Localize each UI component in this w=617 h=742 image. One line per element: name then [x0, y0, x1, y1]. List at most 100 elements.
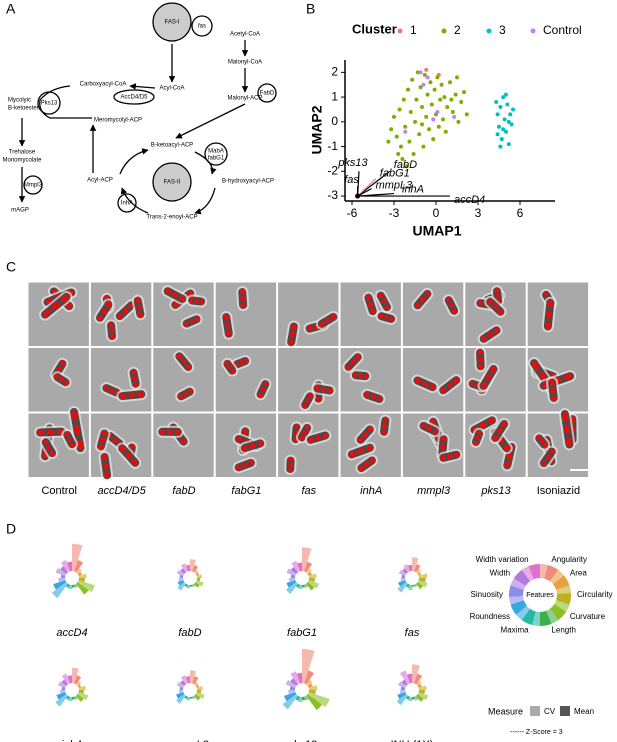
- point: [439, 82, 444, 87]
- bacterium: [533, 432, 551, 451]
- cv-petal: [412, 664, 420, 684]
- fluorescence: [241, 445, 248, 452]
- fluorescence: [549, 379, 556, 386]
- bacterium: [546, 376, 560, 404]
- bacterium: [34, 425, 68, 439]
- legend-marker: [530, 28, 536, 34]
- cv-petal: [76, 680, 82, 686]
- cv-petal: [186, 696, 190, 701]
- bacterium: [116, 388, 148, 403]
- node-label: FAS-II: [164, 180, 181, 186]
- bacterium: [156, 425, 184, 438]
- x-tick-label: 0: [433, 206, 440, 220]
- fluorescence: [188, 297, 194, 304]
- node-label: Carboxyacyl-CoA: [80, 82, 127, 88]
- point: [431, 117, 436, 122]
- cv-petal: [72, 667, 79, 684]
- point: [406, 87, 410, 92]
- bacterium: [469, 427, 486, 448]
- pathway-diagram: [18, 2, 277, 215]
- column-label: Control: [41, 485, 76, 497]
- point: [508, 112, 513, 117]
- point: [501, 95, 506, 100]
- fluorescence: [129, 444, 136, 449]
- cv-petal: [398, 681, 407, 688]
- fluorescence: [125, 452, 132, 459]
- fluorescence: [564, 424, 571, 435]
- node-label: FAS-I: [164, 20, 179, 26]
- y-axis-label: UMAP2: [309, 105, 325, 154]
- point: [462, 90, 466, 95]
- mean-petal: [67, 675, 72, 684]
- fluorescence: [183, 320, 189, 327]
- point: [506, 119, 511, 124]
- fluorescence: [446, 382, 453, 389]
- y-tick-label: 2: [331, 65, 338, 79]
- micrograph: [89, 347, 153, 413]
- fluorescence: [358, 372, 363, 379]
- fluorescence: [477, 363, 484, 370]
- cv-petal: [78, 573, 87, 578]
- node-label: Monomycolate: [2, 158, 42, 164]
- feature-label: Maxima: [501, 625, 530, 634]
- node: [191, 15, 213, 37]
- fluorescence: [235, 436, 243, 443]
- bacterium: [345, 441, 376, 461]
- cv-petal: [302, 649, 315, 684]
- fluorescence: [380, 298, 387, 305]
- mean-petal: [400, 686, 406, 690]
- fluorescence: [432, 428, 438, 435]
- point: [408, 109, 413, 114]
- feature-label: Curvature: [570, 612, 606, 621]
- bacterium: [355, 454, 378, 475]
- mean-petal: [407, 565, 412, 572]
- fluorescence: [544, 454, 551, 461]
- cv-petal: [396, 694, 408, 706]
- mean-petal: [307, 683, 313, 688]
- cv-petal: [74, 695, 79, 700]
- fluorescence: [480, 382, 487, 389]
- fluorescence: [378, 313, 383, 319]
- wheel-segment: [540, 610, 552, 626]
- bacterium: [541, 296, 557, 333]
- fluorescence: [364, 391, 370, 398]
- fluorescence: [224, 322, 231, 329]
- cv-petal: [176, 569, 185, 576]
- x-axis-label: UMAP1: [412, 223, 461, 239]
- node: [257, 83, 277, 103]
- fluorescence: [240, 302, 247, 309]
- mean-petal: [418, 690, 425, 695]
- node-label: Malonyl-CoA: [228, 60, 262, 66]
- point: [442, 95, 447, 100]
- loading-label: fabD: [394, 159, 417, 171]
- point: [456, 119, 461, 124]
- fluorescence: [424, 290, 431, 297]
- fluorescence: [51, 302, 60, 310]
- mean-petal: [76, 694, 84, 702]
- mean-petal: [60, 574, 66, 578]
- legend-title: Cluster: [352, 21, 397, 36]
- node-label: AccD4/D5: [120, 95, 148, 101]
- bacterium: [437, 448, 463, 464]
- fluorescence: [239, 288, 246, 295]
- mean-petal: [179, 574, 184, 578]
- fluorescence: [71, 409, 78, 421]
- bacterium: [180, 313, 203, 330]
- cv-petal: [180, 675, 188, 685]
- cv-petal: [412, 557, 419, 572]
- point: [438, 97, 443, 102]
- column-label: inhA: [360, 485, 382, 497]
- loading-arrow: [357, 178, 377, 197]
- fluorescence: [119, 393, 127, 400]
- point: [428, 80, 433, 85]
- fluorescence: [492, 434, 499, 441]
- fluorescence: [454, 451, 460, 458]
- node-label: InhA: [121, 201, 133, 207]
- node-label: Trehalose: [9, 150, 36, 156]
- cv-petal: [55, 567, 67, 576]
- bacterium: [94, 427, 111, 453]
- node-label: Mycolyic: [8, 98, 31, 104]
- fluorescence: [290, 323, 297, 330]
- point: [495, 132, 500, 137]
- fluorescence: [485, 374, 492, 381]
